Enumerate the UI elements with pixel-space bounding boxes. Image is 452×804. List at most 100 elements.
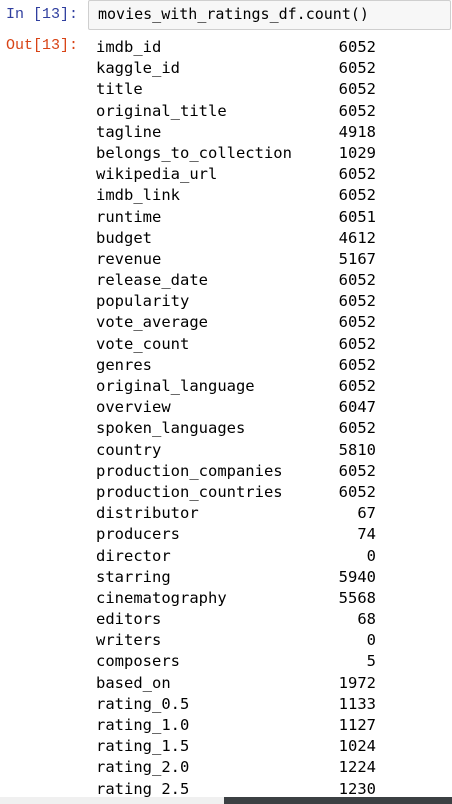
column-name: revenue bbox=[96, 249, 162, 268]
column-name: based_on bbox=[96, 673, 171, 692]
non-null-count: 0 bbox=[366, 631, 376, 650]
output-row: revenue 5167 bbox=[96, 249, 396, 270]
column-name: rating_1.0 bbox=[96, 716, 190, 734]
column-name: overview bbox=[96, 398, 171, 417]
output-row: vote_average 6052 bbox=[96, 312, 396, 333]
output-row: distributor 67 bbox=[96, 503, 396, 524]
column-name: starring bbox=[96, 567, 171, 586]
non-null-count: 6052 bbox=[338, 59, 376, 78]
non-null-count: 4612 bbox=[338, 228, 376, 247]
column-name: tagline bbox=[96, 122, 162, 141]
column-name: imdb_id bbox=[96, 38, 162, 56]
horizontal-scrollbar[interactable] bbox=[0, 797, 452, 804]
column-name: genres bbox=[96, 355, 152, 374]
non-null-count: 6052 bbox=[338, 165, 376, 184]
non-null-count: 1133 bbox=[338, 694, 376, 713]
output-row: runtime 6051 bbox=[96, 207, 396, 228]
non-null-count: 1029 bbox=[338, 143, 376, 162]
output-row: vote_count 6052 bbox=[96, 334, 396, 355]
column-name: spoken_languages bbox=[96, 419, 246, 438]
column-name: composers bbox=[96, 652, 180, 671]
output-prompt: Out[13]: bbox=[6, 37, 79, 54]
output-row: rating_2.0 1224 bbox=[96, 757, 396, 778]
non-null-count: 6052 bbox=[338, 38, 376, 56]
output-row: imdb_id 6052 bbox=[96, 37, 396, 58]
output-row: producers 74 bbox=[96, 524, 396, 545]
output-row: genres 6052 bbox=[96, 355, 396, 376]
column-name: original_title bbox=[96, 101, 227, 120]
column-name: wikipedia_url bbox=[96, 165, 218, 184]
non-null-count: 6052 bbox=[338, 271, 376, 290]
column-name: rating_0.5 bbox=[96, 694, 190, 713]
non-null-count: 6052 bbox=[338, 313, 376, 332]
column-name: distributor bbox=[96, 504, 199, 523]
non-null-count: 6052 bbox=[338, 419, 376, 438]
output-row: release_date 6052 bbox=[96, 270, 396, 291]
non-null-count: 5568 bbox=[338, 588, 376, 607]
output-row: editors 68 bbox=[96, 609, 396, 630]
non-null-count: 6047 bbox=[338, 398, 376, 417]
non-null-count: 1127 bbox=[338, 716, 376, 734]
code-text[interactable]: movies_with_ratings_df.count() bbox=[98, 5, 369, 23]
non-null-count: 5167 bbox=[338, 249, 376, 268]
column-name: vote_count bbox=[96, 334, 190, 353]
output-row: director 0 bbox=[96, 546, 396, 567]
non-null-count: 6052 bbox=[338, 101, 376, 120]
non-null-count: 6051 bbox=[338, 207, 376, 226]
column-name: rating_1.5 bbox=[96, 737, 190, 756]
non-null-count: 74 bbox=[357, 525, 376, 544]
output-row: composers 5 bbox=[96, 651, 396, 672]
output-row: original_language 6052 bbox=[96, 376, 396, 397]
output-row: cinematography 5568 bbox=[96, 588, 396, 609]
code-editor[interactable]: movies_with_ratings_df.count() bbox=[88, 0, 451, 30]
non-null-count: 6052 bbox=[338, 377, 376, 395]
scrollbar-thumb[interactable] bbox=[224, 797, 452, 804]
output-row: rating_1.5 1024 bbox=[96, 736, 396, 757]
output-row: budget 4612 bbox=[96, 228, 396, 249]
column-name: runtime bbox=[96, 207, 162, 226]
input-cell[interactable]: In [13]: movies_with_ratings_df.count() bbox=[0, 0, 452, 34]
non-null-count: 6052 bbox=[338, 292, 376, 311]
non-null-count: 0 bbox=[366, 546, 376, 565]
column-name: rating_2.5 bbox=[96, 779, 190, 798]
input-prompt: In [13]: bbox=[6, 6, 79, 23]
column-name: original_language bbox=[96, 377, 255, 395]
non-null-count: 4918 bbox=[338, 122, 376, 141]
non-null-count: 5940 bbox=[338, 567, 376, 586]
non-null-count: 1230 bbox=[338, 779, 376, 798]
column-name: country bbox=[96, 440, 162, 459]
output-row: kaggle_id 6052 bbox=[96, 58, 396, 79]
non-null-count: 6052 bbox=[338, 80, 376, 99]
column-name: cinematography bbox=[96, 588, 227, 607]
output-row: writers 0 bbox=[96, 630, 396, 651]
output-row: based_on 1972 bbox=[96, 673, 396, 694]
output-row: rating_1.0 1127 bbox=[96, 715, 396, 736]
non-null-count: 6052 bbox=[338, 186, 376, 205]
output-row: rating_2.5 1230 bbox=[96, 779, 396, 800]
column-name: editors bbox=[96, 610, 162, 629]
column-name: vote_average bbox=[96, 313, 208, 332]
output-row: title 6052 bbox=[96, 79, 396, 100]
non-null-count: 5 bbox=[366, 652, 376, 671]
output-row: overview 6047 bbox=[96, 397, 396, 418]
non-null-count: 1224 bbox=[338, 758, 376, 777]
non-null-count: 1024 bbox=[338, 737, 376, 756]
output-row: popularity 6052 bbox=[96, 291, 396, 312]
column-name: kaggle_id bbox=[96, 59, 180, 78]
output-row: original_title 6052 bbox=[96, 101, 396, 122]
column-name: production_companies bbox=[96, 461, 283, 480]
non-null-count: 5810 bbox=[338, 440, 376, 459]
column-name: title bbox=[96, 80, 143, 99]
output-row: production_companies 6052 bbox=[96, 461, 396, 482]
column-name: director bbox=[96, 546, 171, 565]
output-row: imdb_link 6052 bbox=[96, 185, 396, 206]
non-null-count: 67 bbox=[357, 504, 376, 523]
column-name: release_date bbox=[96, 271, 208, 290]
output-row: belongs_to_collection 1029 bbox=[96, 143, 396, 164]
column-name: budget bbox=[96, 228, 152, 247]
non-null-count: 6052 bbox=[338, 461, 376, 480]
column-name: writers bbox=[96, 631, 162, 650]
output-row: production_countries 6052 bbox=[96, 482, 396, 503]
column-name: production_countries bbox=[96, 482, 283, 501]
